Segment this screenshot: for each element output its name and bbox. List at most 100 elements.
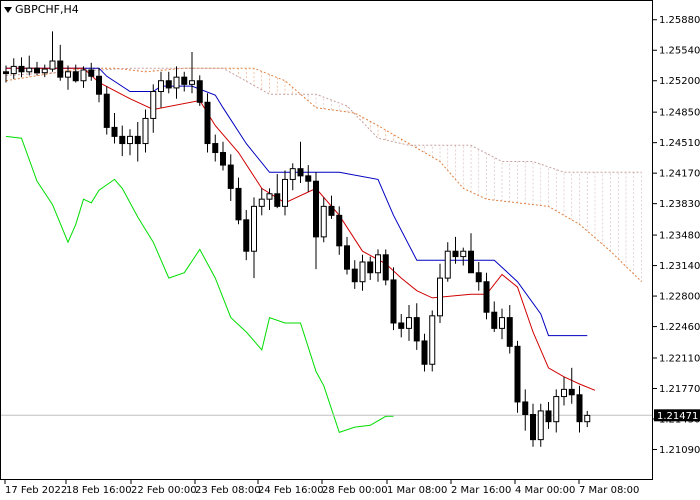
current-price-label: 1.21471: [657, 411, 698, 422]
candle-body: [336, 214, 343, 247]
plot-frame: [0, 0, 653, 480]
x-tick-label: 28 Feb 00:00: [322, 485, 388, 496]
candle-body: [251, 205, 257, 252]
candle-body: [545, 410, 552, 423]
candle-body: [475, 272, 482, 283]
y-tick-label: 1.22110: [659, 353, 700, 364]
candle-body: [150, 91, 157, 119]
candle-body: [429, 315, 436, 365]
candle-body: [142, 117, 149, 145]
candle-body: [514, 345, 521, 403]
candle-body: [72, 71, 79, 82]
candle-body: [26, 67, 33, 73]
candle-body: [49, 60, 56, 70]
candle-body: [65, 71, 71, 78]
x-tick-label: 7 Mar 08:00: [579, 485, 639, 496]
candle-body: [375, 254, 381, 274]
plot-background: [0, 0, 653, 480]
candle-body: [561, 388, 567, 398]
symbol-header[interactable]: GBPCHF,H4: [4, 3, 79, 16]
candle-body: [289, 168, 296, 180]
candle-body: [266, 193, 273, 200]
candle-body: [103, 93, 110, 128]
symbol-label: GBPCHF,H4: [15, 3, 79, 16]
candle-body: [10, 65, 17, 75]
candle-body: [258, 198, 265, 207]
x-tick-label: 24 Feb 16:00: [258, 485, 324, 496]
y-tick-label: 1.25540: [659, 46, 700, 57]
candle-body: [344, 245, 350, 270]
candle-body: [111, 126, 118, 137]
x-tick-label: 23 Feb 08:00: [195, 485, 261, 496]
y-tick-label: 1.25200: [659, 76, 700, 87]
candle-body: [351, 268, 358, 283]
candle-body: [119, 135, 126, 145]
candle-body: [584, 414, 591, 423]
candle-body: [328, 205, 335, 216]
candle-body: [499, 317, 505, 329]
x-tick-label: 1 Mar 08:00: [387, 485, 447, 496]
candle-body: [235, 187, 242, 221]
senkou-span-a-line: [5, 67, 642, 283]
candle-body: [18, 65, 25, 73]
candle-body: [359, 261, 366, 283]
senkou-span-b-line: [5, 67, 642, 173]
candle-body: [444, 250, 451, 279]
candle-body: [282, 178, 288, 207]
y-tick-label: 1.23140: [659, 261, 700, 272]
x-tick-label: 2 Mar 16:00: [451, 485, 511, 496]
candle-body: [212, 143, 219, 154]
candle-body: [3, 71, 9, 75]
candle-body: [483, 281, 490, 313]
candle-body: [158, 80, 164, 93]
candle-body: [537, 410, 544, 441]
candle-body: [220, 152, 226, 166]
candle-body: [34, 67, 40, 74]
candle-body: [96, 75, 102, 95]
candle-body: [227, 164, 234, 189]
candle-body: [553, 396, 560, 423]
current-price-tag: [654, 409, 700, 422]
candle-body: [173, 76, 180, 89]
y-tick-label: 1.25880: [659, 15, 700, 26]
candle-body: [468, 250, 474, 274]
candle-body: [452, 250, 459, 258]
dropdown-triangle-icon[interactable]: [4, 6, 12, 13]
candle-body: [274, 193, 281, 207]
candle-body: [437, 277, 443, 317]
candle-body: [305, 175, 312, 182]
y-tick-label: 1.24170: [659, 169, 700, 180]
y-tick-label: 1.22800: [659, 292, 700, 303]
candle-body: [134, 135, 141, 145]
candle-body: [165, 80, 172, 89]
candle-body: [421, 340, 428, 365]
y-tick-label: 1.22460: [659, 322, 700, 333]
y-tick-label: 1.21090: [659, 445, 700, 456]
candle-body: [576, 394, 583, 423]
candle-body: [568, 388, 575, 396]
y-tick-label: 1.24850: [659, 108, 700, 119]
candle-body: [204, 101, 211, 145]
tenkan-sen-line: [6, 67, 596, 391]
candle-body: [80, 69, 87, 82]
candle-body: [196, 80, 203, 103]
candle-body: [413, 317, 420, 342]
candle-body: [297, 168, 304, 177]
candle-body: [189, 80, 195, 85]
candle-body: [491, 311, 498, 329]
y-tick-label: 1.21770: [659, 384, 700, 395]
candle-body: [243, 219, 250, 252]
x-tick-label: 17 Feb 2022: [5, 485, 67, 496]
y-tick-label: 1.23830: [659, 199, 700, 210]
candle-body: [406, 317, 412, 329]
y-tick-label: 1.24510: [659, 138, 700, 149]
x-tick-label: 18 Feb 16:00: [66, 485, 132, 496]
chikou-span-line: [5, 135, 394, 434]
candle-body: [522, 401, 529, 416]
y-tick-label: 1.23480: [659, 231, 700, 242]
candle-body: [398, 322, 405, 329]
kijun-sen-line: [6, 67, 588, 337]
candle-body: [127, 135, 133, 145]
